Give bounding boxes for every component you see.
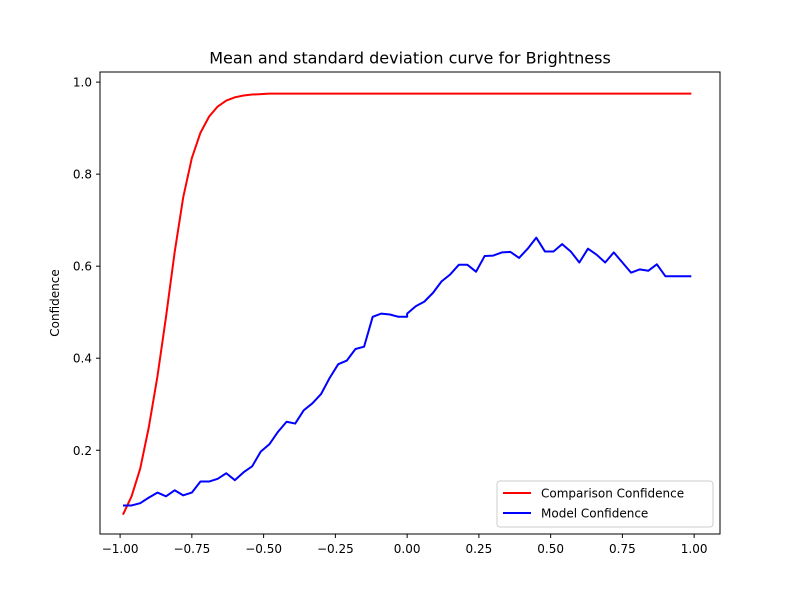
y-tick-label: 0.6 xyxy=(73,260,92,274)
x-tick-label: 0.25 xyxy=(466,542,493,556)
plot-frame xyxy=(99,71,721,535)
y-axis: 0.2 0.4 0.6 0.8 1.0 xyxy=(73,76,100,458)
series-line-model xyxy=(122,236,692,507)
legend-label-comparison: Comparison Confidence xyxy=(541,487,684,501)
chart-title: Mean and standard deviation curve for Br… xyxy=(209,49,611,68)
y-axis-label: Confidence xyxy=(48,269,62,336)
y-tick-label: 0.4 xyxy=(73,352,92,366)
y-tick-label: 0.2 xyxy=(73,444,92,458)
x-tick-label: −0.50 xyxy=(245,542,282,556)
x-tick-label: 0.50 xyxy=(537,542,564,556)
x-tick-label: −0.25 xyxy=(317,542,354,556)
legend-box xyxy=(496,480,714,528)
x-tick-label: 0.00 xyxy=(394,542,421,556)
y-tick-label: 1.0 xyxy=(73,76,92,90)
x-tick-label: 0.75 xyxy=(609,542,636,556)
x-tick-label: −0.75 xyxy=(173,542,210,556)
legend-label-model: Model Confidence xyxy=(541,507,648,521)
x-axis: −1.00 −0.75 −0.50 −0.25 0.00 0.25 0.50 0.75 1.00 xyxy=(102,534,708,556)
x-tick-label: −1.00 xyxy=(102,542,139,556)
x-tick-label: 1.00 xyxy=(681,542,708,556)
legend: Comparison Confidence Model Confidence xyxy=(496,480,714,528)
y-tick-label: 0.8 xyxy=(73,168,92,182)
series-line-comparison xyxy=(122,92,692,516)
